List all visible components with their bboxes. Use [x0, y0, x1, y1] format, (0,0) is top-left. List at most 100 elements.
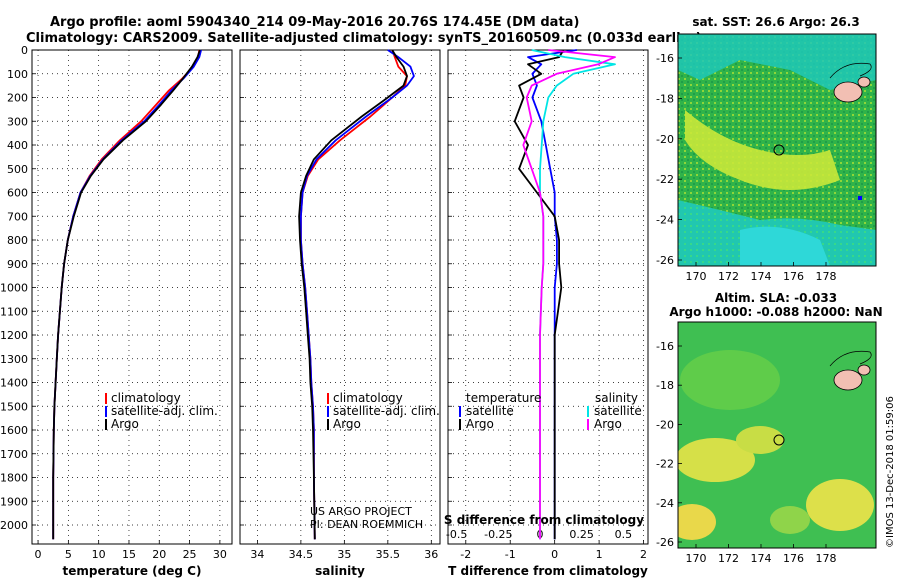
- lon-tick-label: 176: [783, 552, 804, 565]
- s-diff-tick-label: -0.5: [446, 528, 467, 541]
- reef-outline: [829, 350, 872, 367]
- salinity-panel: [239, 49, 441, 545]
- depth-tick-label: 100: [7, 68, 28, 81]
- lat-tick-label: -20: [656, 418, 674, 431]
- depth-tick-label: 1600: [0, 424, 28, 437]
- x-tick-label: -2: [460, 548, 471, 561]
- lon-tick-label: 174: [751, 552, 772, 565]
- sla-map-title: Altim. SLA: -0.033: [715, 291, 837, 305]
- depth-tick-label: 500: [7, 163, 28, 176]
- lon-tick-label: 176: [783, 270, 804, 283]
- lat-tick-label: -18: [656, 92, 674, 105]
- series-line-t-argo: [513, 49, 565, 540]
- imos-stamp: ©IMOS 13-Dec-2018 01:59:06: [885, 396, 896, 548]
- difference-xlabel: T difference from climatology: [448, 564, 648, 578]
- series-layer: [52, 49, 616, 540]
- sla-map: [678, 322, 876, 548]
- series-line-s-satellite: [531, 49, 616, 540]
- lat-tick-label: -26: [656, 254, 674, 267]
- depth-tick-label: 0: [21, 44, 28, 57]
- island: [857, 76, 871, 88]
- lat-tick-label: -24: [656, 214, 674, 227]
- legend-satellite: satellite-adj. clim.: [111, 404, 218, 418]
- depth-tick-label: 900: [7, 258, 28, 271]
- s-diff-tick-label: 0.25: [569, 528, 594, 541]
- title-line-1: Argo profile: aoml 5904340_214 09-May-20…: [50, 15, 579, 30]
- depth-tick-label: 1100: [0, 305, 28, 318]
- s-diff-tick-label: 0.5: [615, 528, 633, 541]
- lon-tick-label: 172: [718, 270, 739, 283]
- difference-panel: [447, 49, 649, 545]
- x-tick-label: 2: [640, 548, 647, 561]
- legend-satellite: satellite-adj. clim.: [333, 404, 440, 418]
- depth-tick-label: 1200: [0, 329, 28, 342]
- depth-tick-label: 400: [7, 139, 28, 152]
- depth-tick-label: 1400: [0, 377, 28, 390]
- x-tick-label: 10: [92, 548, 106, 561]
- lat-tick-label: -22: [656, 173, 674, 186]
- temperature-legend: climatology satellite-adj. clim. Argo: [105, 391, 218, 431]
- legend-title-salinity: salinity: [595, 391, 638, 405]
- sla-mid: [770, 506, 810, 534]
- depth-tick-label: 600: [7, 187, 28, 200]
- depth-tick-label: 1900: [0, 495, 28, 508]
- float-position-marker: [773, 144, 785, 156]
- title-line-2: Climatology: CARS2009. Satellite-adjuste…: [26, 31, 702, 46]
- legend-title-temperature: temperature: [466, 391, 541, 405]
- salinity-xlabel: salinity: [315, 564, 365, 578]
- sst-map-title: sat. SST: 26.6 Argo: 26.3: [692, 15, 859, 29]
- lat-tick-label: -18: [656, 379, 674, 392]
- lon-tick-label: 174: [751, 270, 772, 283]
- x-tick-label: 36: [424, 548, 438, 561]
- series-line-climatology: [52, 49, 201, 540]
- lon-tick-label: 170: [686, 552, 707, 565]
- x-tick-label: 5: [65, 548, 72, 561]
- island: [857, 364, 871, 376]
- project-annotation: US ARGO PROJECT: [310, 505, 412, 518]
- x-tick-label: 20: [152, 548, 166, 561]
- depth-tick-label: 1800: [0, 472, 28, 485]
- series-line-argo: [298, 49, 408, 540]
- depth-axis: 0 100 200 300 400 500 600 700 800 900 1000 1100 1200…: [0, 44, 28, 532]
- depth-tick-label: 700: [7, 210, 28, 223]
- fiji-island: [833, 369, 863, 391]
- depth-tick-label: 2000: [0, 519, 28, 532]
- sst-cyan-patch: [740, 226, 830, 266]
- grid-layer: [32, 49, 648, 544]
- sst-map: [678, 34, 876, 266]
- x-tick-label: 0: [551, 548, 558, 561]
- legend-climatology: climatology: [333, 391, 403, 405]
- lat-tick-label: -26: [656, 536, 674, 549]
- sst-cool-north: [678, 34, 876, 90]
- sla-patch: [680, 350, 780, 410]
- lat-tick-label: -20: [656, 133, 674, 146]
- sla-high-1: [678, 438, 755, 482]
- depth-tick-label: 1000: [0, 282, 28, 295]
- x-tick-label: 35.5: [376, 548, 401, 561]
- difference-top-label: S difference from climatology: [444, 513, 644, 527]
- sla-high-4: [678, 504, 716, 540]
- sla-map-subtitle: Argo h1000: -0.088 h2000: NaN: [669, 305, 882, 319]
- fiji-island: [833, 81, 863, 103]
- lat-tick-label: -22: [656, 458, 674, 471]
- lat-tick-label: -24: [656, 497, 674, 510]
- sla-high-2: [736, 426, 784, 454]
- series-line-satellite-adj-clim-: [299, 49, 415, 540]
- depth-tick-label: 1500: [0, 400, 28, 413]
- x-tick-label: 0: [35, 548, 42, 561]
- depth-tick-label: 800: [7, 234, 28, 247]
- depth-tick-label: 1700: [0, 448, 28, 461]
- lon-tick-label: 170: [686, 270, 707, 283]
- temperature-panel: [31, 49, 233, 545]
- legend-s-satellite: satellite: [594, 404, 642, 418]
- s-diff-tick-label: -0.25: [484, 528, 512, 541]
- sst-warm-band: [685, 110, 840, 190]
- legend-argo: Argo: [333, 417, 361, 431]
- series-line-s-argo: [522, 49, 616, 540]
- depth-tick-label: 200: [7, 92, 28, 105]
- x-tick-label: 15: [122, 548, 136, 561]
- legend-t-satellite: satellite: [466, 404, 514, 418]
- cold-pixel: [858, 196, 862, 200]
- legend-climatology: climatology: [111, 391, 181, 405]
